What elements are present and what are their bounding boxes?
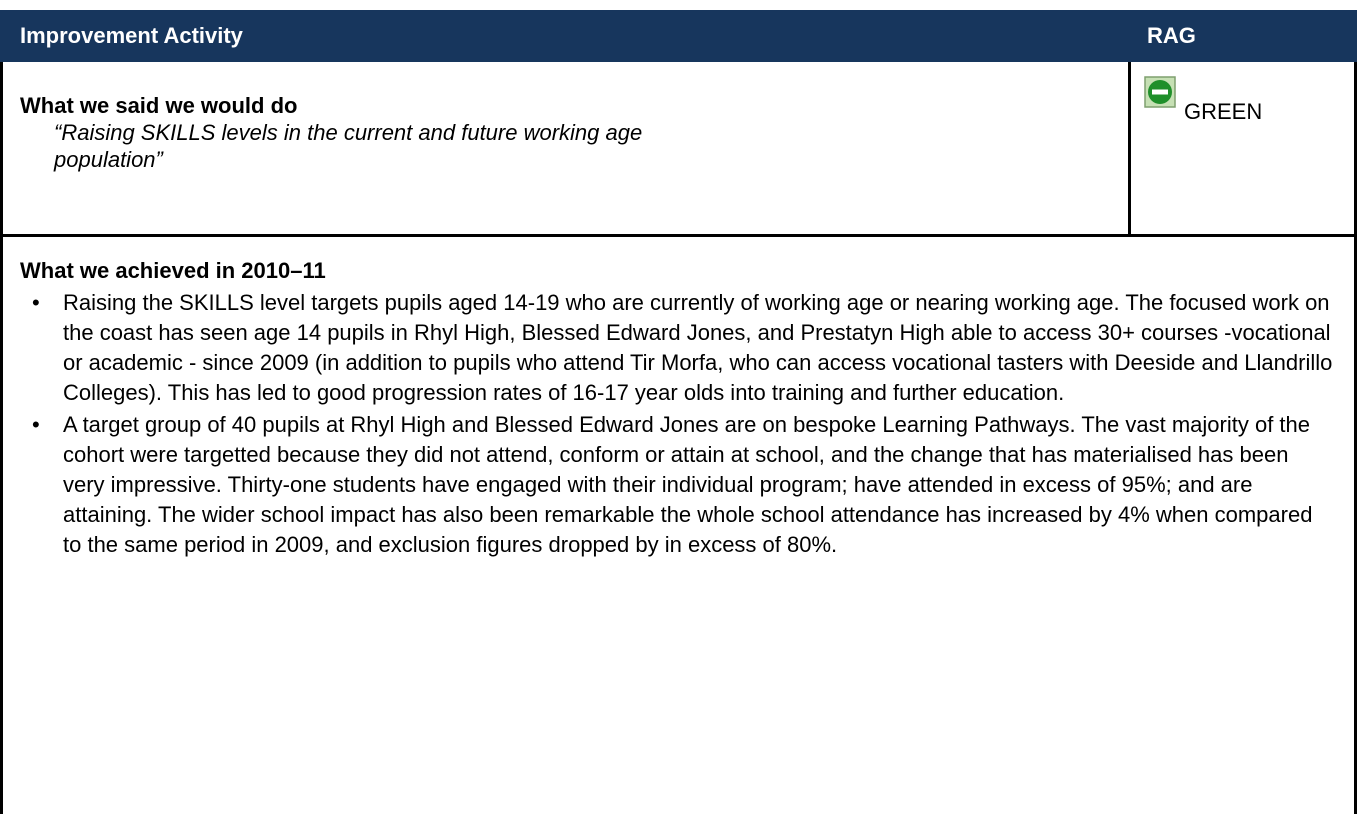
cell-title: What we achieved in 2010–11 [20, 258, 326, 283]
cell-divider [1128, 62, 1131, 234]
rag-status: GREEN [1184, 99, 1263, 124]
bullet-item: Raising the SKILLS level targets pupils … [20, 288, 1335, 408]
table: Improvement Activity RAG What we said we… [0, 10, 1357, 814]
rag-cell: GREEN [1144, 76, 1262, 125]
status-icon [1144, 76, 1176, 108]
header-cell: RAG [1147, 23, 1196, 48]
header-row: Improvement Activity RAG [0, 10, 1357, 62]
bullet-list: Raising the SKILLS level targets pupils … [20, 288, 1335, 560]
achieved-cell: What we achieved in 2010–11 Raising the … [20, 256, 1335, 562]
achieved-row: What we achieved in 2010–11 Raising the … [0, 234, 1357, 814]
cell-title: What we said we would do [20, 93, 298, 118]
icon-dash [1152, 89, 1168, 95]
quote: “Raising SKILLS levels in the current an… [54, 120, 643, 172]
header-cell: Improvement Activity [20, 23, 243, 48]
activity-cell: What we said we would do “Raising SKILLS… [20, 92, 1110, 173]
bullet-item: A target group of 40 pupils at Rhyl High… [20, 410, 1335, 560]
activity-row: What we said we would do “Raising SKILLS… [0, 62, 1357, 237]
